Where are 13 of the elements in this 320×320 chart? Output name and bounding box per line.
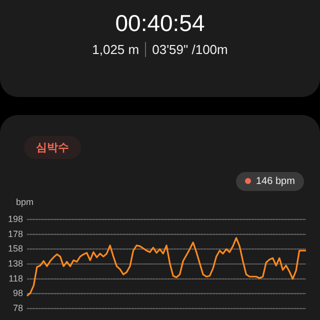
text: 03'59" /100m — [145, 42, 228, 57]
y-axis-title: bpm — [16, 197, 34, 207]
text: 1,025 m — [92, 42, 140, 57]
text: 00:40:54 — [114, 10, 206, 37]
chart-title: 심박수 — [24, 136, 81, 159]
y-tick-label: 98 — [13, 288, 24, 298]
text: 146 bpm — [236, 172, 304, 191]
y-tick-label: 138 — [8, 258, 24, 268]
y-tick-label: 78 — [13, 303, 24, 314]
y-tick-label: 118 — [8, 273, 24, 284]
y-tick-label: 158 — [8, 244, 24, 254]
y-tick-label: 198 — [8, 214, 24, 224]
y-tick-label: 178 — [8, 228, 24, 239]
